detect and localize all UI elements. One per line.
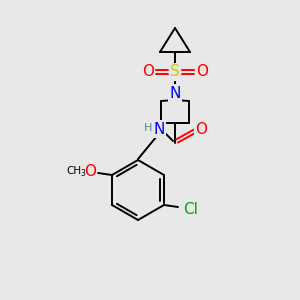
Text: Cl: Cl [184,202,198,217]
Text: CH: CH [67,166,82,176]
Text: H: H [144,123,152,133]
Text: N: N [153,122,165,136]
Text: S: S [170,64,180,80]
Text: O: O [84,164,96,179]
Text: N: N [169,85,181,100]
Text: O: O [195,122,207,136]
Text: O: O [142,64,154,80]
Text: 3: 3 [81,169,85,178]
Text: O: O [196,64,208,80]
